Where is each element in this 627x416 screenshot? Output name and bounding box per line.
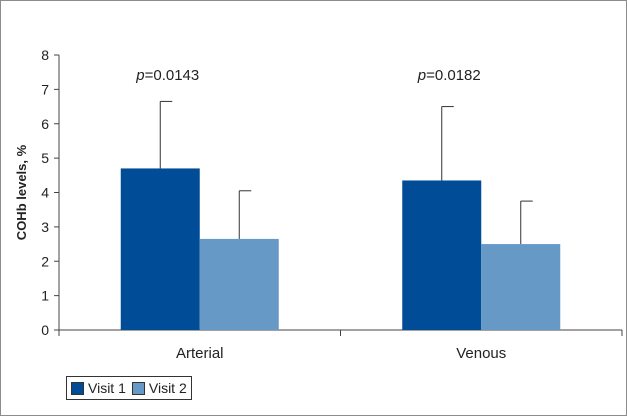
y-tick-label-7: 7 (41, 81, 49, 97)
y-tick-label-6: 6 (41, 116, 49, 132)
bars (120, 100, 561, 330)
y-tick-label-4: 4 (41, 185, 49, 201)
category-label-arterial: Arterial (176, 345, 224, 362)
y-tick-label-3: 3 (41, 219, 49, 235)
labels: 0 1 2 3 4 5 6 7 8 COHb levels, % Arterial Venous p=0… (14, 47, 506, 362)
legend-swatch-visit-2 (131, 381, 145, 395)
bar-arterial-visit-1 (120, 168, 200, 330)
legend: Visit 1 Visit 2 (66, 376, 192, 400)
y-tick-label-8: 8 (41, 47, 49, 63)
bar-venous-visit-1 (402, 180, 482, 330)
legend-label-visit-1: Visit 1 (88, 380, 126, 396)
bar-arterial-visit-2 (199, 238, 279, 330)
y-tick-label-2: 2 (41, 253, 49, 269)
legend-item-visit-1: Visit 1 (71, 380, 126, 396)
y-tick-label-5: 5 (41, 150, 49, 166)
legend-item-visit-2: Visit 2 (131, 380, 187, 396)
p-value-venous: p=0.0182 (417, 67, 481, 84)
category-label-venous: Venous (456, 345, 506, 362)
y-tick-label-1: 1 (41, 288, 49, 304)
legend-swatch-visit-1 (71, 381, 84, 395)
bar-venous-visit-2 (481, 244, 561, 330)
y-axis-title: COHb levels, % (14, 144, 29, 240)
y-tick-label-0: 0 (41, 322, 49, 338)
p-value-arterial: p=0.0143 (135, 67, 199, 84)
legend-label-visit-2: Visit 2 (148, 380, 187, 396)
